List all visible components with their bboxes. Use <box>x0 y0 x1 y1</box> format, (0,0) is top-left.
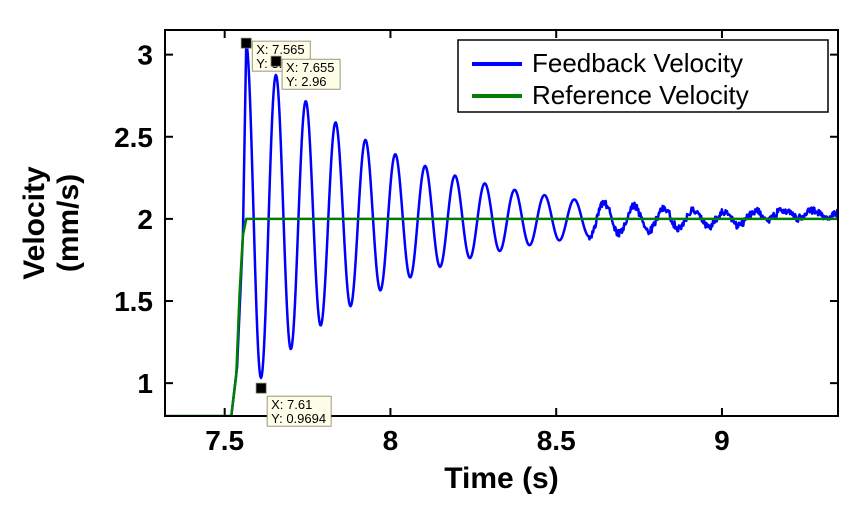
x-tick-label: 9 <box>714 425 730 456</box>
legend-label: Feedback Velocity <box>532 48 743 78</box>
data-tip-text: X: 7.655 <box>286 60 334 75</box>
data-tip-text: Y: 2.96 <box>286 74 326 89</box>
y-axis-label: Velocity(mm/s) <box>18 166 85 280</box>
x-tick-label: 8.5 <box>537 425 576 456</box>
svg-text:Velocity: Velocity <box>18 166 51 280</box>
data-tip-text: X: 7.565 <box>256 42 304 57</box>
svg-text:(mm/s): (mm/s) <box>52 174 85 272</box>
y-tick-label: 2.5 <box>114 122 153 153</box>
y-tick-label: 2 <box>137 204 153 235</box>
y-tick-label: 1.5 <box>114 286 153 317</box>
x-tick-label: 7.5 <box>205 425 244 456</box>
y-tick-label: 3 <box>137 40 153 71</box>
data-tip-text: X: 7.61 <box>271 397 312 412</box>
y-tick-label: 1 <box>137 368 153 399</box>
data-tip-text: Y: 0.9694 <box>271 411 326 426</box>
legend: Feedback VelocityReference Velocity <box>458 40 828 112</box>
chart-svg: 7.5 8 8.5 9 1 1.5 2 2.5 3 Time (s) Velocity(mm/s) F… <box>0 0 868 506</box>
x-axis-label: Time (s) <box>444 462 558 495</box>
x-tick-label: 8 <box>383 425 399 456</box>
velocity-chart: { "chart": { "type": "line", "background… <box>0 0 868 506</box>
legend-label: Reference Velocity <box>532 80 749 110</box>
